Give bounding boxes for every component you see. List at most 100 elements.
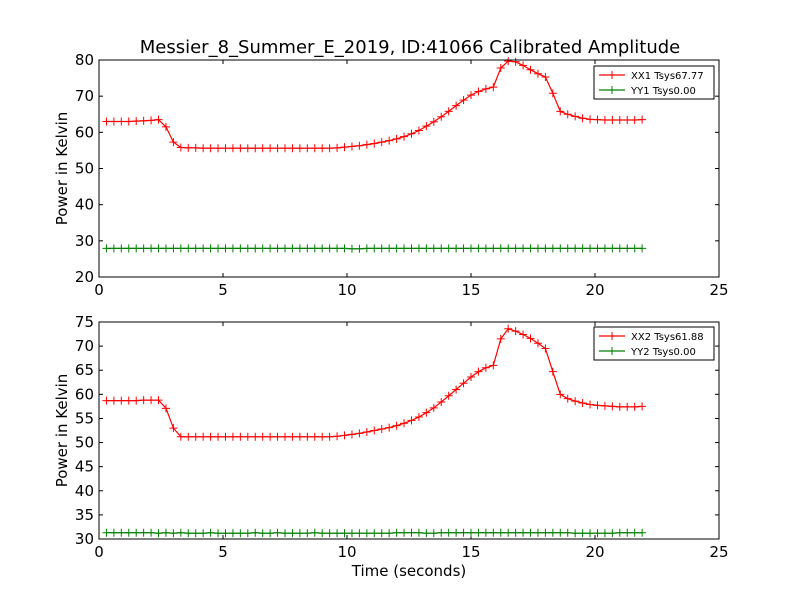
data-point bbox=[303, 144, 312, 153]
data-point bbox=[385, 244, 394, 253]
data-point bbox=[541, 244, 550, 253]
data-point bbox=[184, 529, 193, 538]
data-point bbox=[184, 143, 193, 152]
data-point bbox=[154, 115, 163, 124]
x-tick-label: 15 bbox=[461, 281, 480, 299]
data-point bbox=[630, 244, 639, 253]
y-tick-label: 50 bbox=[75, 434, 94, 452]
data-point bbox=[407, 244, 416, 253]
data-point bbox=[504, 324, 513, 333]
data-point bbox=[266, 144, 275, 153]
data-point bbox=[154, 396, 163, 405]
data-point bbox=[236, 529, 245, 538]
data-point bbox=[429, 403, 438, 412]
data-point bbox=[273, 432, 282, 441]
data-point bbox=[467, 91, 475, 100]
data-point bbox=[236, 244, 245, 253]
data-point bbox=[511, 57, 520, 66]
data-point bbox=[630, 116, 639, 125]
data-point bbox=[519, 528, 528, 537]
data-point bbox=[139, 528, 148, 537]
data-point bbox=[139, 396, 148, 405]
data-point bbox=[526, 244, 535, 253]
data-point bbox=[295, 144, 304, 153]
y-axis-label: Power in Kelvin bbox=[53, 112, 71, 226]
data-point bbox=[422, 408, 431, 417]
x-tick-label: 25 bbox=[709, 543, 728, 561]
data-point bbox=[437, 244, 446, 253]
plot-panel-2: 0 5 10 15 20 25 30 35 40 45 50 55 60 65 70 75 Power in K… bbox=[53, 313, 729, 580]
data-point bbox=[623, 402, 632, 411]
y-tick-label: 55 bbox=[75, 409, 94, 427]
data-point bbox=[273, 528, 282, 537]
legend-label: XX1 Tsys67.77 bbox=[631, 71, 704, 82]
data-point bbox=[228, 144, 237, 153]
data-point bbox=[310, 528, 319, 537]
data-point bbox=[511, 528, 520, 537]
data-point bbox=[362, 427, 371, 436]
data-point bbox=[444, 244, 453, 253]
data-point bbox=[288, 529, 297, 538]
data-point bbox=[608, 402, 617, 411]
data-point bbox=[102, 528, 111, 537]
data-point bbox=[623, 528, 632, 537]
data-point bbox=[228, 244, 237, 253]
data-point bbox=[392, 244, 401, 253]
data-point bbox=[548, 367, 557, 376]
data-point bbox=[288, 432, 297, 441]
data-point bbox=[377, 244, 386, 253]
data-point bbox=[303, 529, 312, 538]
data-point bbox=[199, 529, 208, 538]
data-point bbox=[608, 116, 617, 125]
data-point bbox=[496, 528, 505, 537]
data-point bbox=[206, 144, 215, 153]
data-point bbox=[214, 529, 223, 538]
data-point bbox=[147, 244, 156, 253]
data-point bbox=[452, 385, 461, 394]
data-point bbox=[370, 139, 379, 148]
data-point bbox=[251, 144, 260, 153]
data-point bbox=[333, 529, 342, 538]
data-point bbox=[295, 244, 304, 253]
data-point bbox=[489, 528, 498, 537]
data-point bbox=[385, 423, 394, 432]
data-point bbox=[593, 529, 602, 538]
data-point bbox=[347, 529, 356, 538]
data-point bbox=[132, 396, 141, 405]
data-point bbox=[102, 244, 111, 253]
data-point bbox=[630, 528, 639, 537]
x-tick-label: 5 bbox=[218, 281, 228, 299]
y-tick-label: 60 bbox=[75, 123, 94, 141]
data-point bbox=[161, 244, 170, 253]
data-point bbox=[102, 396, 111, 405]
data-point bbox=[176, 244, 185, 253]
series-yy1 bbox=[102, 244, 647, 253]
data-point bbox=[199, 144, 208, 153]
data-point bbox=[221, 432, 230, 441]
data-point bbox=[355, 141, 364, 150]
data-point bbox=[422, 529, 431, 538]
data-point bbox=[221, 144, 230, 153]
data-point bbox=[221, 244, 230, 253]
data-point bbox=[563, 528, 572, 537]
data-point bbox=[571, 112, 580, 121]
data-point bbox=[600, 401, 609, 410]
data-point bbox=[392, 528, 401, 537]
data-point bbox=[444, 528, 453, 537]
data-point bbox=[504, 528, 513, 537]
data-point bbox=[206, 528, 215, 537]
data-point bbox=[362, 140, 371, 149]
data-point bbox=[489, 244, 498, 253]
data-point bbox=[295, 432, 304, 441]
data-point bbox=[496, 63, 505, 72]
y-tick-label: 70 bbox=[75, 87, 94, 105]
data-point bbox=[347, 142, 356, 151]
data-point bbox=[124, 396, 133, 405]
data-point bbox=[556, 390, 565, 399]
data-point bbox=[385, 529, 394, 538]
data-point bbox=[191, 244, 200, 253]
data-point bbox=[548, 528, 557, 537]
data-point bbox=[578, 399, 587, 408]
